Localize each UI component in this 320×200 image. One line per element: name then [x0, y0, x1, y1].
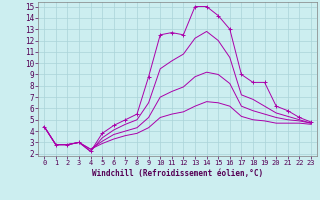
X-axis label: Windchill (Refroidissement éolien,°C): Windchill (Refroidissement éolien,°C) [92, 169, 263, 178]
